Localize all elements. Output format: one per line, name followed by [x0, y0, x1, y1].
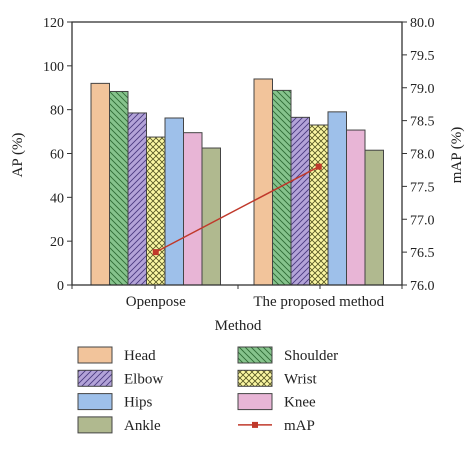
legend: Head Shoulder Elbow Wrist Hips Knee Ankle mAP — [77, 346, 338, 434]
legend-line-marker — [252, 421, 258, 428]
bar-head-2 — [253, 78, 273, 286]
legend-swatch — [237, 369, 273, 387]
legend-swatch — [77, 393, 113, 411]
legend-label: Ankle — [124, 418, 161, 434]
y-tick-label: 0 — [57, 279, 64, 294]
bars-layer — [90, 78, 384, 286]
y2-axis-title: mAP (%) — [449, 127, 465, 184]
y2-tick-label: 77.5 — [410, 180, 435, 195]
legend-label: Hips — [124, 395, 153, 411]
legend-item-shoulder: Shoulder — [237, 346, 338, 364]
legend-item-knee: Knee — [237, 393, 316, 411]
y2-tick-label: 79.0 — [410, 82, 435, 97]
legend-item-map: mAP — [238, 418, 315, 434]
legend-label: mAP — [284, 418, 315, 434]
bar-elbow-2 — [290, 116, 310, 286]
bar-shoulder-1 — [109, 90, 129, 286]
y2-tick-label: 78.0 — [410, 148, 435, 163]
y2-tick-label: 78.5 — [410, 115, 435, 130]
y-tick-label: 20 — [50, 235, 64, 250]
bar-elbow-1 — [127, 112, 147, 286]
legend-item-head: Head — [77, 346, 156, 364]
legend-swatch — [237, 346, 273, 364]
y-tick-label: 40 — [50, 191, 64, 206]
axes-layer: 0 20 40 60 80 100 120 76.0 76.5 77.0 77.5 78.0 78.5 7… — [43, 16, 435, 310]
legend-item-elbow: Elbow — [77, 369, 163, 387]
y-tick-label: 80 — [50, 104, 64, 119]
x-tick-label: The proposed method — [253, 294, 384, 310]
bar-knee-2 — [346, 129, 366, 286]
bar-knee-1 — [183, 132, 203, 286]
bar-hips-1 — [164, 117, 184, 286]
bar-wrist-2 — [309, 124, 329, 286]
map-line-layer — [152, 163, 322, 256]
x-tick-label: Openpose — [126, 294, 186, 310]
y-tick-label: 120 — [43, 16, 64, 31]
map-line — [155, 165, 320, 253]
legend-label: Shoulder — [284, 348, 338, 364]
legend-label: Knee — [284, 395, 316, 411]
legend-label: Elbow — [124, 371, 163, 387]
map-point-2 — [315, 163, 322, 170]
legend-label: Head — [124, 348, 156, 364]
legend-swatch — [77, 416, 113, 434]
bar-wrist-1 — [146, 136, 166, 286]
legend-item-wrist: Wrist — [237, 369, 318, 387]
legend-item-hips: Hips — [77, 393, 153, 411]
legend-swatch — [77, 346, 113, 364]
y2-tick-label: 77.0 — [410, 213, 435, 228]
y2-tick-label: 76.0 — [410, 279, 435, 294]
legend-item-ankle: Ankle — [77, 416, 161, 434]
bar-shoulder-2 — [272, 89, 292, 286]
legend-swatch — [77, 369, 113, 387]
map-point-1 — [152, 249, 159, 256]
x-axis-title: Method — [215, 318, 262, 334]
y-axis-title: AP (%) — [10, 133, 26, 178]
y2-tick-label: 79.5 — [410, 49, 435, 64]
bar-hips-2 — [327, 111, 347, 286]
y-tick-label: 100 — [43, 60, 64, 75]
y2-tick-label: 76.5 — [410, 246, 435, 261]
legend-swatch — [237, 393, 273, 411]
bar-head-1 — [90, 82, 110, 286]
legend-label: Wrist — [284, 371, 318, 387]
y2-tick-label: 80.0 — [410, 16, 435, 31]
bar-ankle-2 — [364, 149, 384, 286]
bar-ankle-1 — [201, 147, 221, 286]
labels-layer: AP (%) mAP (%) Method — [10, 127, 465, 334]
y-tick-label: 60 — [50, 148, 64, 163]
